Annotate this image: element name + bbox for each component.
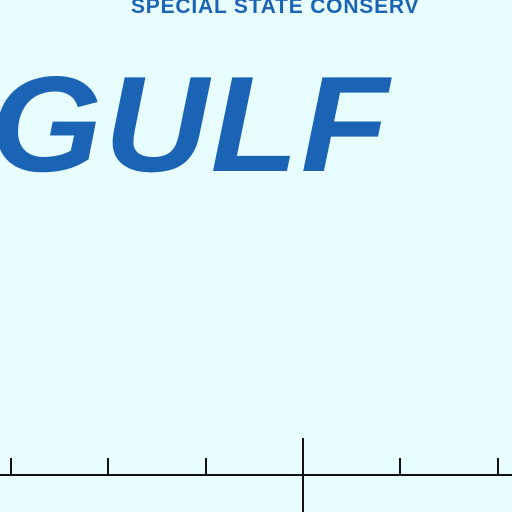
conservation-area-label: SPECIAL STATE CONSERV	[131, 0, 420, 18]
gulf-label: GULF	[0, 48, 391, 200]
